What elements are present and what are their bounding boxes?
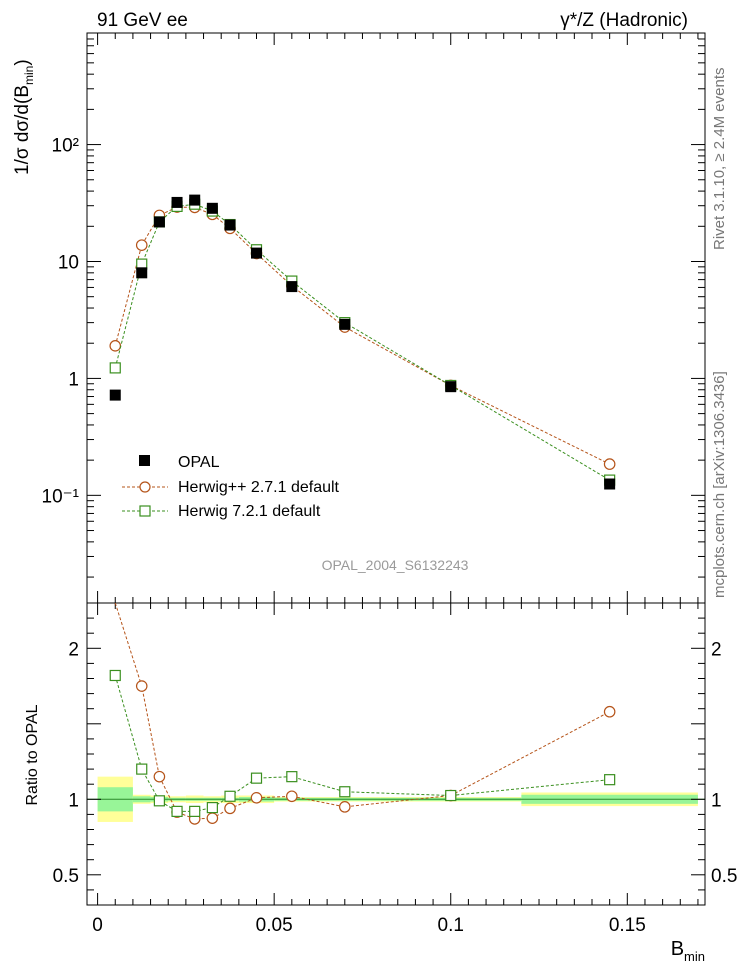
- main-point-herwig-7-2-1-default: [109, 362, 121, 374]
- ratio-point-herwig-2-7-1-default: [135, 680, 148, 692]
- ratio-point-herwig-2-7-1-default: [224, 802, 236, 815]
- ratio-y-tick-label-right: 0.5: [711, 866, 737, 887]
- main-y-tick-label: 10⁻¹: [42, 486, 80, 507]
- legend-label-herwig7: Herwig 7.2.1 default: [178, 503, 321, 520]
- legend-marker-herwigpp: [139, 481, 151, 493]
- main-y-tick-label: 1: [68, 369, 79, 390]
- ratio-y-tick-label: 0.5: [53, 866, 79, 887]
- ratio-point-herwig-7-2-1-default: [339, 786, 351, 798]
- main-point-opal: [339, 318, 351, 330]
- x-tick-label: 0.1: [438, 915, 464, 936]
- main-point-opal: [604, 478, 616, 490]
- main-point-opal: [445, 381, 457, 393]
- ratio-plot-frame: [86, 602, 706, 906]
- main-point-herwig-2-7-1-default: [109, 340, 122, 352]
- ratio-point-herwig-7-2-1-default: [445, 789, 457, 802]
- main-point-opal: [153, 216, 165, 228]
- main-point-opal: [189, 194, 201, 206]
- ratio-point-herwig-7-2-1-default: [189, 805, 201, 817]
- mcplots-label: mcplots.cern.ch [arXiv:1306.3436]: [711, 371, 728, 598]
- main-panel: 10⁻¹ 1 10 10² OPAL_2004_S6132243 1/σ dσ/d(B…: [12, 32, 706, 604]
- ratio-point-herwig-7-2-1-default: [250, 772, 263, 784]
- main-series: [109, 194, 616, 490]
- ratio-line-herwig-7-2-1-default: [114, 675, 610, 812]
- ratio-y-tick-label-right: 1: [711, 790, 722, 811]
- x-tick-label: 0.05: [256, 915, 293, 936]
- ratio-point-herwig-7-2-1-default: [286, 771, 298, 783]
- ratio-point-herwig-7-2-1-default: [171, 805, 183, 817]
- main-line-herwig-2-7-1-default: [114, 206, 610, 465]
- ratio-point-herwig-2-7-1-default: [206, 812, 219, 824]
- x-tick-label: 0: [92, 915, 103, 936]
- rivet-label: Rivet 3.1.10, ≥ 2.4M events: [711, 68, 728, 251]
- main-point-opal: [251, 247, 263, 259]
- ratio-point-herwig-7-2-1-default: [206, 802, 218, 814]
- main-axis-ticks: [87, 32, 705, 603]
- legend-label-herwigpp: Herwig++ 2.7.1 default: [178, 479, 340, 496]
- ratio-point-herwig-7-2-1-default: [153, 795, 165, 807]
- ratio-point-herwig-2-7-1-default: [286, 790, 298, 803]
- ratio-point-herwig-7-2-1-default: [109, 669, 121, 682]
- analysis-watermark: OPAL_2004_S6132243: [322, 557, 469, 573]
- ratio-point-herwig-7-2-1-default: [604, 774, 616, 786]
- main-point-opal: [109, 389, 121, 401]
- main-y-tick-label: 10²: [52, 136, 79, 157]
- main-point-opal: [136, 267, 148, 279]
- main-y-axis-title: 1/σ dσ/d(Bmin): [12, 59, 36, 175]
- x-axis-title: Bmin: [671, 938, 705, 964]
- legend-label-opal: OPAL: [178, 454, 220, 471]
- legend-marker-herwig7: [139, 505, 151, 517]
- ratio-point-herwig-2-7-1-default: [338, 801, 351, 813]
- energy-label: 91 GeV ee: [97, 10, 188, 31]
- main-point-herwig-2-7-1-default: [603, 458, 616, 470]
- process-label: γ*/Z (Hadronic): [560, 10, 688, 31]
- main-point-opal: [286, 281, 298, 293]
- legend: OPAL Herwig++ 2.7.1 default Herwig 7.2.1…: [122, 454, 340, 520]
- ratio-point-herwig-7-2-1-default: [224, 790, 236, 802]
- ratio-line-herwig-2-7-1-default: [114, 602, 610, 820]
- main-y-tick-label: 10: [58, 252, 79, 273]
- main-point-opal: [171, 196, 183, 208]
- ratio-y-axis-title: Ratio to OPAL: [24, 704, 41, 805]
- ratio-series: [109, 602, 616, 825]
- main-point-opal: [206, 202, 218, 214]
- ratio-y-tick-labels: 0.5 1 2: [53, 639, 79, 887]
- x-tick-label: 0.15: [609, 915, 646, 936]
- ratio-y-tick-label: 1: [68, 790, 79, 811]
- ratio-point-herwig-2-7-1-default: [603, 705, 616, 718]
- main-point-herwig-2-7-1-default: [135, 239, 148, 251]
- ratio-point-herwig-2-7-1-default: [153, 770, 166, 783]
- main-line-herwig-7-2-1-default: [114, 203, 610, 481]
- ratio-panel: 0.5 1 2 0.5 1 2 0 0.05 0.1 0.15 Ratio to OPAL B…: [24, 602, 737, 964]
- main-point-opal: [224, 219, 236, 231]
- legend-marker-opal: [139, 455, 150, 466]
- ratio-axis-ticks: [87, 602, 705, 906]
- ratio-point-herwig-7-2-1-default: [136, 763, 148, 775]
- ratio-y-tick-label: 2: [68, 639, 79, 660]
- x-tick-labels: 0 0.05 0.1 0.15: [92, 915, 645, 936]
- ratio-y-tick-label-right: 2: [711, 639, 722, 660]
- ratio-y-tick-labels-right: 0.5 1 2: [711, 639, 737, 887]
- ratio-point-herwig-2-7-1-default: [250, 791, 263, 804]
- main-y-tick-labels: 10⁻¹ 1 10 10²: [42, 136, 80, 508]
